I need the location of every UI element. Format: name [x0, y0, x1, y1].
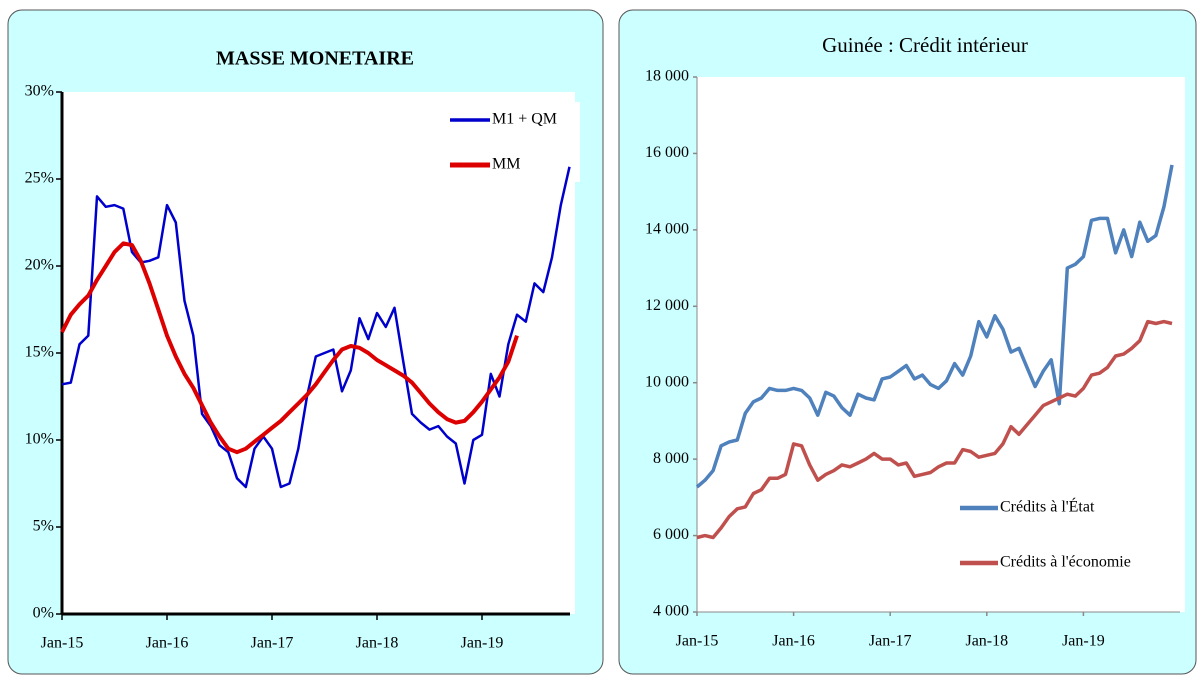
y-tick-label: 5%	[33, 518, 54, 535]
y-tick-label: 25%	[25, 170, 54, 187]
legend-label: Crédits à l'économie	[1000, 554, 1131, 571]
x-tick-label: Jan-17	[869, 633, 912, 650]
x-tick-label: Jan-16	[146, 635, 189, 652]
y-tick-label: 10 000	[645, 373, 689, 390]
legend-label: M1 + QM	[492, 111, 557, 128]
series-line	[696, 319, 1173, 540]
y-tick-label: 20%	[25, 257, 54, 274]
series-line	[60, 241, 519, 455]
y-tick-label: 4 000	[653, 603, 689, 620]
x-tick-label: Jan-18	[965, 633, 1008, 650]
y-tick-label: 8 000	[653, 450, 689, 467]
y-tick-label: 12 000	[645, 297, 689, 314]
right-plot-area	[697, 77, 1185, 612]
y-tick-label: 18 000	[645, 68, 689, 85]
series-line	[61, 166, 571, 489]
legend-box	[440, 102, 580, 182]
series-line	[695, 164, 1174, 489]
chart-title: Guinée : Crédit intérieur	[822, 33, 1028, 57]
x-tick-label: Jan-19	[1062, 633, 1105, 650]
x-tick-label: Jan-16	[772, 633, 815, 650]
y-tick-label: 6 000	[653, 526, 689, 543]
x-tick-label: Jan-19	[461, 635, 504, 652]
chart-title: MASSE MONETAIRE	[216, 48, 414, 70]
y-tick-label: 16 000	[645, 144, 689, 161]
y-tick-label: 14 000	[645, 221, 689, 238]
y-tick-label: 10%	[25, 431, 54, 448]
x-tick-label: Jan-15	[676, 633, 719, 650]
x-tick-label: Jan-15	[41, 635, 84, 652]
legend-label: Crédits à l'État	[1000, 497, 1095, 516]
y-tick-label: 15%	[25, 344, 54, 361]
y-tick-label: 0%	[33, 605, 54, 622]
x-tick-label: Jan-17	[251, 635, 294, 652]
legend-label: MM	[492, 156, 520, 173]
y-tick-label: 30%	[25, 83, 54, 100]
x-tick-label: Jan-18	[356, 635, 399, 652]
